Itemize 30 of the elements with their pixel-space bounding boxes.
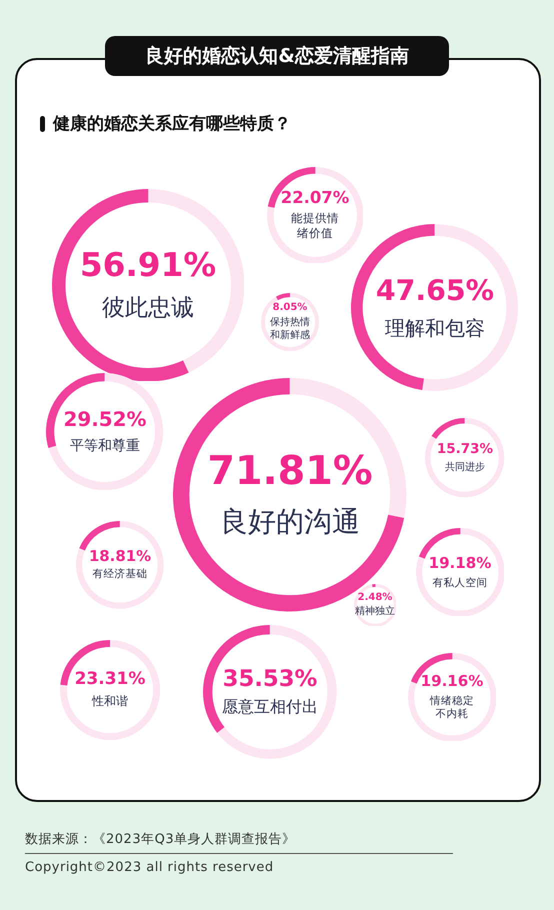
category-label: 共同进步 — [444, 460, 485, 474]
data-label: 8.05% — [272, 302, 308, 314]
category-label: 愿意互相付出 — [222, 697, 318, 718]
data-label: 15.73% — [436, 441, 494, 458]
data-label: 23.31% — [74, 669, 146, 690]
category-label: 精神独立 — [354, 605, 395, 618]
category-label: 有私人空间 — [432, 576, 488, 590]
data-label: 22.07% — [280, 188, 350, 208]
data-label: 19.16% — [420, 672, 484, 690]
source-note: 数据来源：《2023年Q3单身人群调查报告》 — [25, 831, 296, 848]
text: 健康的婚恋关系应有哪些特质？ — [53, 113, 291, 135]
text: Copyright©2023 all rights reserved — [25, 860, 274, 875]
data-label: 56.91% — [80, 246, 216, 285]
data-label: 47.65% — [376, 274, 494, 308]
category-label: 良好的沟通 — [220, 504, 360, 540]
category-label: 保持热情和新鲜感 — [268, 316, 311, 342]
category-label: 有经济基础 — [92, 568, 148, 582]
category-label: 性和谐 — [92, 694, 128, 710]
category-label: 情绪稳定不内耗 — [430, 694, 474, 722]
category-label: 彼此忠诚 — [102, 294, 194, 323]
text: 良好的婚恋认知&恋爱清醒指南 — [105, 36, 449, 76]
category-label: 理解和包容 — [384, 314, 485, 341]
data-label: 29.52% — [64, 408, 146, 432]
data-label: 35.53% — [222, 666, 318, 692]
data-label: 19.18% — [428, 554, 492, 572]
data-label: 71.81% — [207, 448, 373, 495]
category-label: 平等和尊重 — [70, 436, 140, 455]
data-label: 18.81% — [88, 546, 152, 565]
data-label: 2.48% — [358, 592, 392, 604]
category-label: 能提供情绪价值 — [290, 211, 340, 242]
